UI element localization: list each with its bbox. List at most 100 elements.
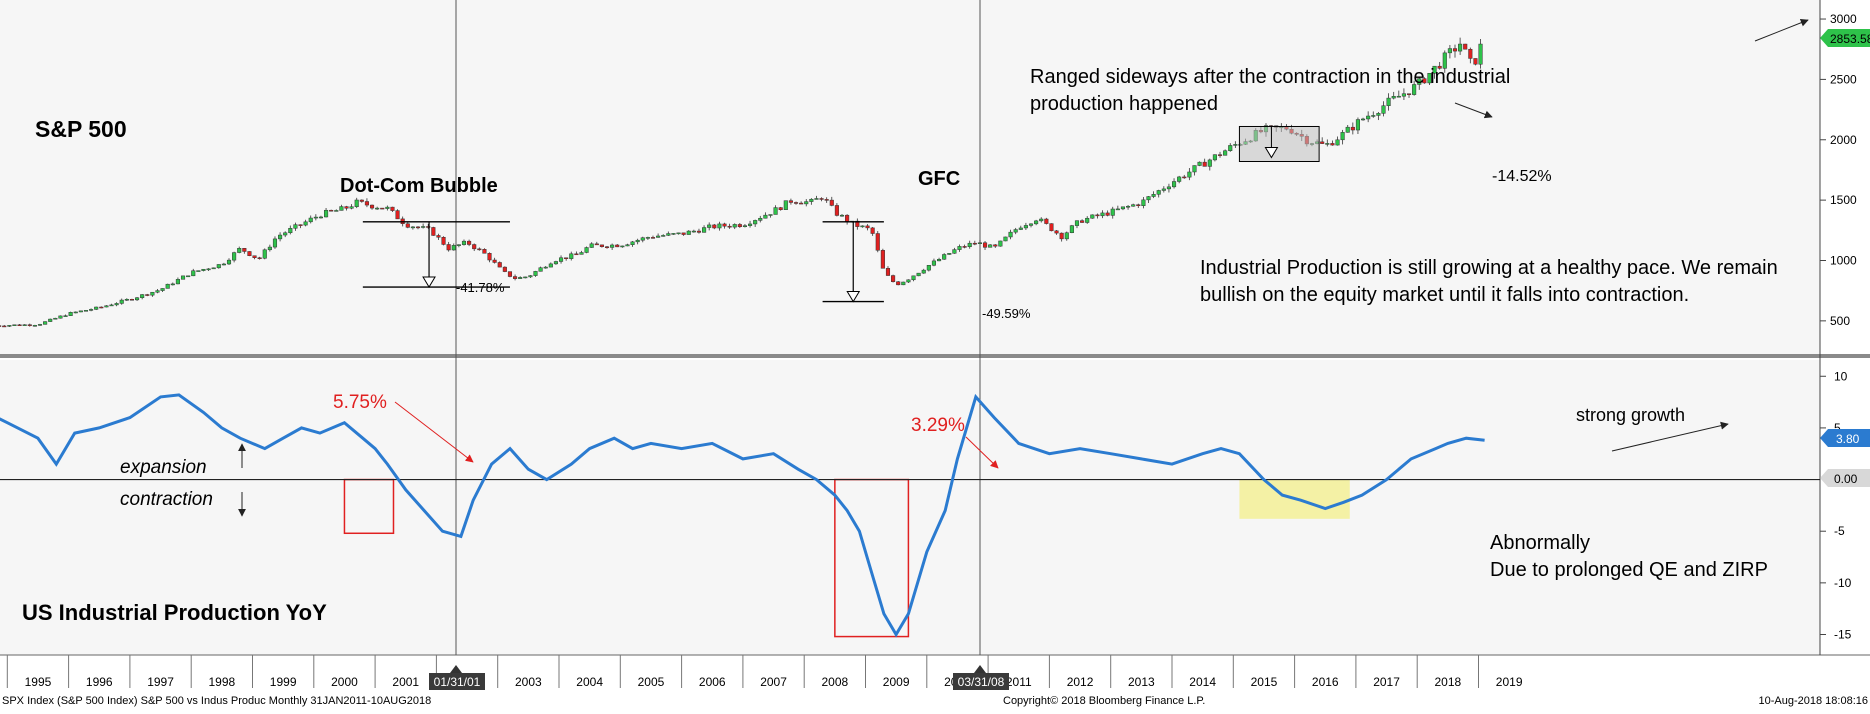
candle-body: [1095, 214, 1100, 217]
candle-body: [395, 210, 400, 220]
candle-body: [579, 252, 584, 255]
candle-body: [221, 263, 226, 266]
drawdown-arrow-head: [846, 291, 861, 303]
candle-body: [145, 294, 150, 296]
candle-body: [12, 324, 17, 326]
candle-body: [324, 209, 329, 218]
candle-body: [334, 210, 339, 212]
candle-body: [870, 227, 875, 234]
candle-body: [288, 228, 293, 234]
candle-body: [543, 266, 548, 269]
candle-body: [175, 279, 180, 285]
right-axis-bg: [1820, 0, 1870, 655]
candle-body: [109, 304, 114, 307]
candle-body: [962, 246, 967, 248]
candle-body: [53, 317, 58, 320]
candle-body: [1412, 84, 1417, 95]
candle-body: [129, 299, 134, 301]
candle-body: [1345, 126, 1350, 133]
candle-body: [293, 224, 298, 229]
sp500-title: S&P 500: [35, 116, 127, 142]
candle-body: [834, 205, 839, 216]
candle-body: [257, 257, 262, 259]
x-axis-year-label: 1999: [270, 675, 297, 689]
candle-body: [1197, 161, 1202, 166]
candle-body: [456, 244, 461, 246]
candle-body: [523, 276, 528, 279]
candle-body: [814, 198, 819, 200]
sideways-note: Ranged sideways after the contraction in…: [1030, 66, 1511, 115]
candle-body: [308, 217, 313, 223]
candle-body: [1452, 48, 1458, 52]
candle-body: [48, 318, 53, 322]
x-axis-year-label: 2016: [1312, 675, 1339, 689]
cursor-labels: 01/31/01 03/31/08: [429, 665, 1009, 690]
dotcom-ip-value: 5.75%: [333, 392, 387, 413]
candle-body: [1141, 199, 1146, 206]
candle-body: [696, 230, 702, 233]
candle-body: [804, 201, 809, 205]
candle-body: [232, 252, 237, 261]
candle-body: [22, 324, 27, 326]
candle-body: [191, 270, 196, 277]
industrial-production-line: [0, 393, 1485, 638]
candle-body: [405, 223, 410, 228]
dotcom-ip-arrow: [394, 401, 474, 463]
ip-zero-tag: 0.00: [1820, 469, 1870, 487]
candle-body: [1371, 115, 1376, 117]
candle-body: [247, 251, 252, 256]
candle-body: [727, 225, 732, 228]
candle-body: [94, 306, 99, 310]
candle-body: [278, 234, 283, 240]
candle-body: [369, 204, 375, 209]
candle-body: [773, 207, 778, 215]
candle-body: [564, 257, 569, 259]
candle-body: [1217, 154, 1223, 156]
candle-body: [1105, 212, 1110, 216]
candle-body: [967, 242, 972, 248]
sp500-y-tick-label: 500: [1830, 314, 1850, 328]
candle-body: [150, 291, 155, 296]
candle-body: [671, 233, 676, 235]
candle-body: [788, 200, 793, 203]
candle-body: [140, 294, 145, 298]
candle-body: [783, 200, 788, 210]
candle-body: [1018, 227, 1023, 230]
candle-body: [196, 270, 201, 272]
candle-body: [1427, 73, 1432, 84]
candle-body: [839, 214, 845, 217]
candle-body: [1417, 78, 1422, 85]
candle-body: [339, 206, 344, 211]
x-axis-year-label: 2000: [331, 675, 358, 689]
candle-body: [507, 271, 513, 277]
candle-body: [0, 325, 2, 327]
candle-body: [604, 246, 610, 248]
candle-body: [467, 240, 472, 245]
candle-body: [630, 241, 635, 245]
candle-body: [477, 248, 482, 251]
ip-y-tick-label: -15: [1834, 628, 1852, 642]
candle-body: [1182, 176, 1187, 179]
candle-body: [226, 259, 232, 265]
candle-body: [318, 216, 324, 219]
candle-body: [891, 275, 896, 282]
gfc-ip-arrow: [965, 436, 999, 469]
candle-body: [1406, 93, 1412, 95]
x-axis-year-label: 1996: [86, 675, 113, 689]
drawdown-markers: [362, 125, 1320, 303]
sp500-y-axis: 500 1000 1500 2000 2500 3000: [1820, 12, 1857, 328]
x-axis-year-label: 2006: [699, 675, 726, 689]
candle-body: [952, 249, 957, 254]
top-panel-bg: [0, 0, 1820, 354]
candle-body: [1120, 206, 1126, 210]
candle-body: [32, 325, 37, 327]
candle-body: [344, 206, 349, 209]
candle-body: [993, 244, 998, 247]
candle-body: [502, 266, 507, 272]
x-axis-year-label: 2001: [392, 675, 419, 689]
gfc-drawdown-label: -49.59%: [982, 306, 1031, 321]
candle-body: [1146, 196, 1151, 201]
footer-center: Copyright© 2018 Bloomberg Finance L.P.: [1003, 695, 1205, 707]
dotcom-drawdown-label: -41.78%: [456, 280, 505, 295]
candle-body: [1151, 194, 1156, 197]
